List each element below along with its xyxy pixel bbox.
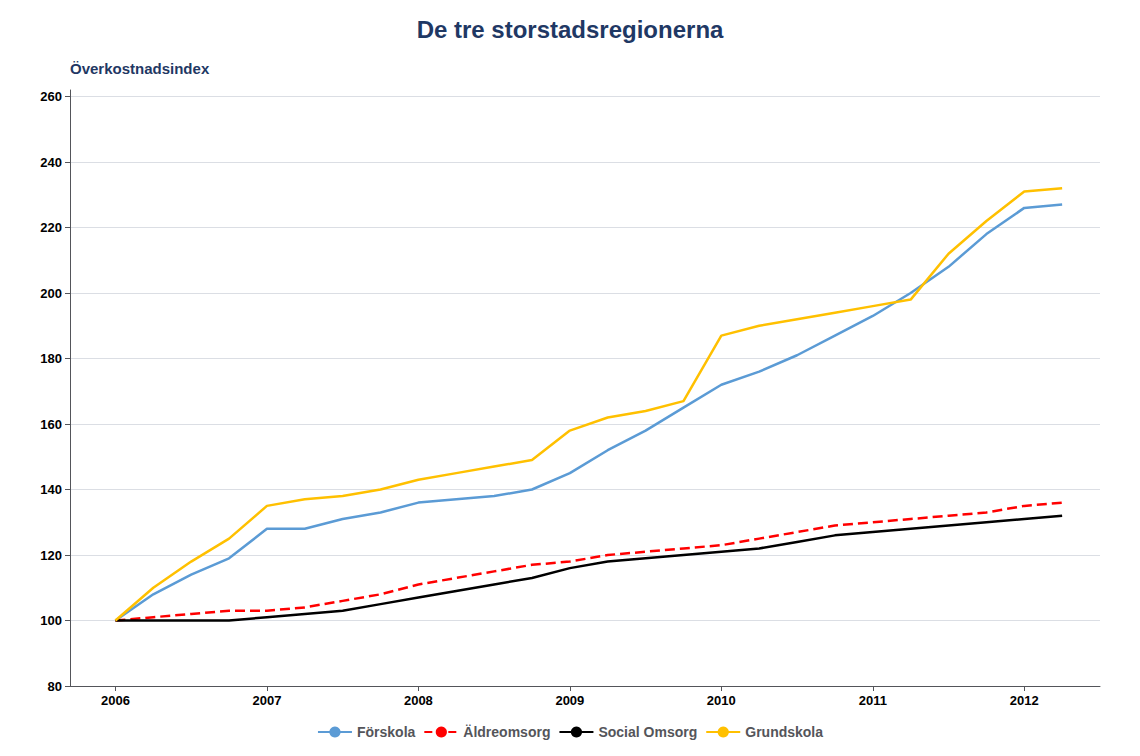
svg-text:Social Omsorg: Social Omsorg <box>598 724 697 740</box>
svg-text:2010: 2010 <box>707 693 736 708</box>
svg-text:160: 160 <box>40 417 62 432</box>
svg-text:220: 220 <box>40 220 62 235</box>
svg-text:260: 260 <box>40 89 62 104</box>
svg-text:80: 80 <box>48 679 62 694</box>
svg-text:Äldreomsorg: Äldreomsorg <box>463 724 550 740</box>
svg-text:2011: 2011 <box>859 693 887 708</box>
svg-text:100: 100 <box>40 613 62 628</box>
svg-text:De tre storstadsregionerna: De tre storstadsregionerna <box>417 16 724 43</box>
svg-text:2009: 2009 <box>555 693 584 708</box>
svg-text:2008: 2008 <box>404 693 433 708</box>
svg-text:120: 120 <box>40 548 62 563</box>
svg-text:240: 240 <box>40 155 62 170</box>
svg-text:Överkostnadsindex: Överkostnadsindex <box>70 60 210 77</box>
svg-text:2006: 2006 <box>101 693 130 708</box>
svg-text:2007: 2007 <box>252 693 281 708</box>
svg-text:2012: 2012 <box>1010 693 1039 708</box>
svg-text:140: 140 <box>40 482 62 497</box>
svg-text:Förskola: Förskola <box>357 724 416 740</box>
svg-text:180: 180 <box>40 351 62 366</box>
svg-text:200: 200 <box>40 286 62 301</box>
svg-text:Grundskola: Grundskola <box>745 724 823 740</box>
